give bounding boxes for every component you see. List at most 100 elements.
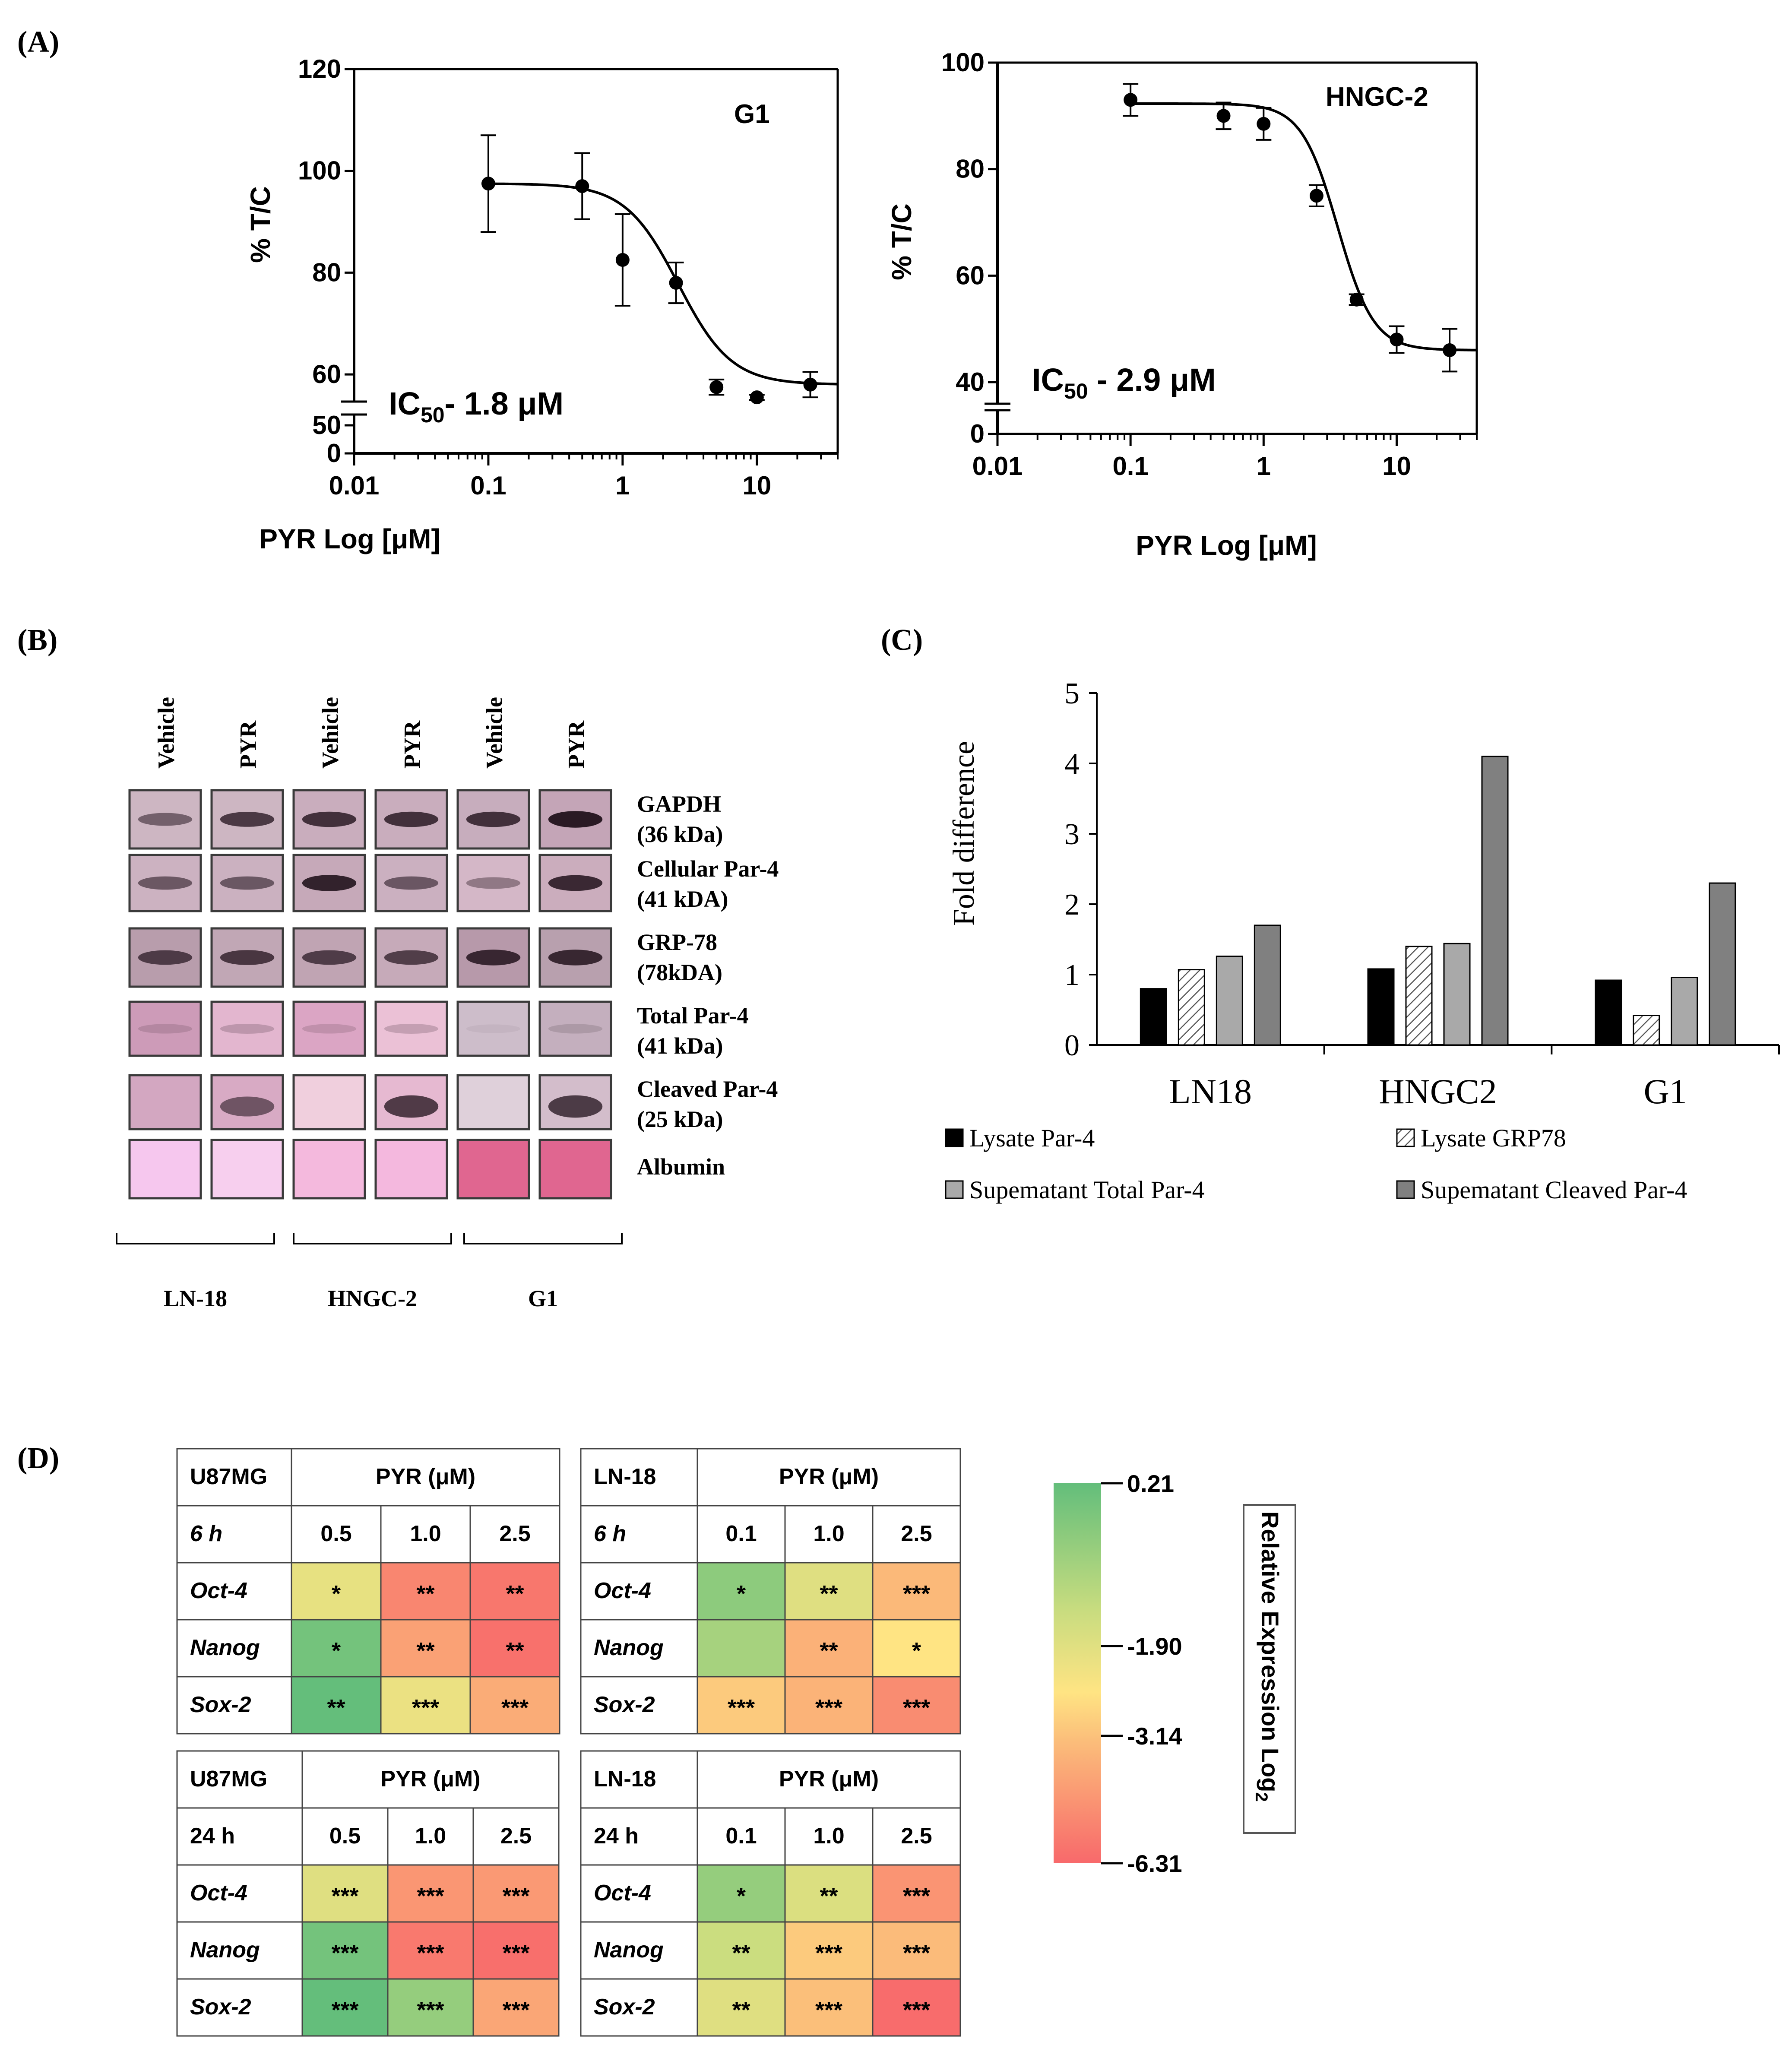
blot-cell (128, 1000, 202, 1057)
data-point (1257, 117, 1271, 131)
gene-cell (580, 1562, 698, 1621)
heatmap-cell (697, 1978, 786, 2037)
protein-band (138, 1024, 193, 1034)
y-tick-label: 5 (1064, 677, 1080, 710)
bar (1140, 988, 1167, 1046)
y-tick-label: 1 (1064, 959, 1080, 992)
protein-band (548, 950, 603, 966)
protein-size: (41 kDa) (637, 1033, 723, 1059)
hngc2-y-axis-label: % T/C (886, 203, 917, 280)
heatmap-cell (387, 1864, 474, 1923)
data-point (803, 377, 817, 392)
heatmap-cell (784, 1676, 874, 1735)
y-tick-label: 0 (327, 439, 341, 468)
protein-band (220, 1023, 275, 1034)
blot-cell (456, 1000, 530, 1057)
protein-size: (36 kDa) (637, 821, 723, 847)
heatmap-cell (872, 1921, 961, 1980)
significance-stars: *** (417, 1940, 444, 1966)
y-tick-label: 3 (1064, 818, 1080, 851)
header-cell (580, 1448, 961, 1507)
gene-name: Oct-4 (190, 1578, 247, 1603)
blot-cell (456, 1139, 530, 1200)
lane-label: Vehicle (481, 697, 507, 769)
protein-band (548, 1095, 603, 1118)
blot-bands (128, 789, 612, 1200)
bar (1254, 924, 1281, 1046)
heatmap-cell (872, 1619, 961, 1678)
protein-name: Cellular Par-4 (637, 856, 779, 882)
heatmap-cell (387, 1921, 474, 1980)
significance-stars: *** (502, 1997, 529, 2023)
heatmap-cell (784, 1921, 874, 1980)
data-point (750, 390, 764, 405)
protein-size: (25 kDa) (637, 1106, 723, 1132)
gene-name: Nanog (594, 1635, 664, 1660)
protein-size: (78kDA) (637, 959, 722, 985)
y-tick-label: 100 (941, 48, 985, 77)
legend-label: Supematant Total Par-4 (969, 1176, 1205, 1204)
significance-stars: *** (815, 1940, 842, 1966)
x-tick-label: 0.01 (329, 471, 380, 500)
bar (1367, 968, 1395, 1046)
heatmap-cell (697, 1864, 786, 1923)
gene-name: Nanog (594, 1938, 664, 1963)
protein-band (548, 1024, 603, 1034)
protein-band (220, 1096, 275, 1117)
panel-label-a: (A) (17, 25, 59, 59)
category-label: G1 (1644, 1072, 1687, 1111)
significance-stars: *** (501, 1695, 529, 1721)
cell-line-bracket (293, 1233, 452, 1244)
fold-difference-bar-chart: 0 1 2 3 4 5 LN18 HNGC2 G1 Lysate Par-4 Lysate GR… (945, 677, 1780, 1204)
bar (1709, 882, 1736, 1046)
heatmap-cell (291, 1619, 382, 1678)
panel-label-d: (D) (17, 1442, 59, 1475)
heatmap-cell (472, 1978, 560, 2037)
protein-band (302, 950, 357, 965)
header-cell (176, 1750, 560, 1809)
fit-curve-line (1130, 102, 1477, 351)
g1-x-axis-label: PYR Log [μM] (259, 523, 440, 554)
significance-stars: *** (331, 1997, 358, 2023)
blot-cell (292, 1139, 366, 1200)
gene-name: Sox-2 (594, 1995, 655, 2020)
significance-stars: *** (728, 1695, 755, 1721)
dose-value: 0.1 (725, 1521, 757, 1546)
x-tick-label: 0.1 (1112, 452, 1148, 481)
heatmap-cell (387, 1978, 474, 2037)
cell-line-label: HNGC-2 (328, 1285, 417, 1311)
x-tick-label: 1 (1257, 452, 1271, 481)
blot-cell (374, 1000, 448, 1057)
protein-band (138, 950, 193, 965)
data-point (1309, 189, 1323, 203)
header-cell (176, 1505, 560, 1564)
protein-band (384, 1023, 439, 1034)
protein-name: Cleaved Par-4 (637, 1076, 778, 1102)
gene-name: Sox-2 (190, 1995, 251, 2020)
protein-band (220, 950, 275, 965)
protein-name: Total Par-4 (637, 1003, 748, 1029)
blot-cell (292, 1000, 366, 1057)
blot-cell-line-brackets: LN-18 HNGC-2 G1 (116, 1233, 623, 1311)
colorbar-tick-label: -1.90 (1127, 1633, 1182, 1660)
time-label: 6 h (594, 1521, 626, 1546)
y-tick-label: 80 (312, 258, 341, 287)
bar (1216, 956, 1243, 1046)
protein-band (466, 811, 521, 827)
lane-label: PYR (564, 720, 589, 769)
blot-cell (210, 1000, 284, 1057)
x-tick-label: 10 (1382, 452, 1411, 481)
bar-bars (1140, 756, 1736, 1046)
fit-curve-line (488, 182, 838, 386)
y-tick-label: 4 (1064, 747, 1080, 781)
protein-band (548, 875, 603, 891)
bar-legend: Lysate Par-4 Lysate GRP78 Supematant Total… (945, 1124, 1687, 1204)
blot-cell (538, 1000, 612, 1057)
dose-value: 1.0 (410, 1521, 441, 1546)
colorbar-label-box (1243, 1504, 1296, 1834)
protein-band (466, 950, 521, 966)
protein-band (220, 812, 275, 827)
